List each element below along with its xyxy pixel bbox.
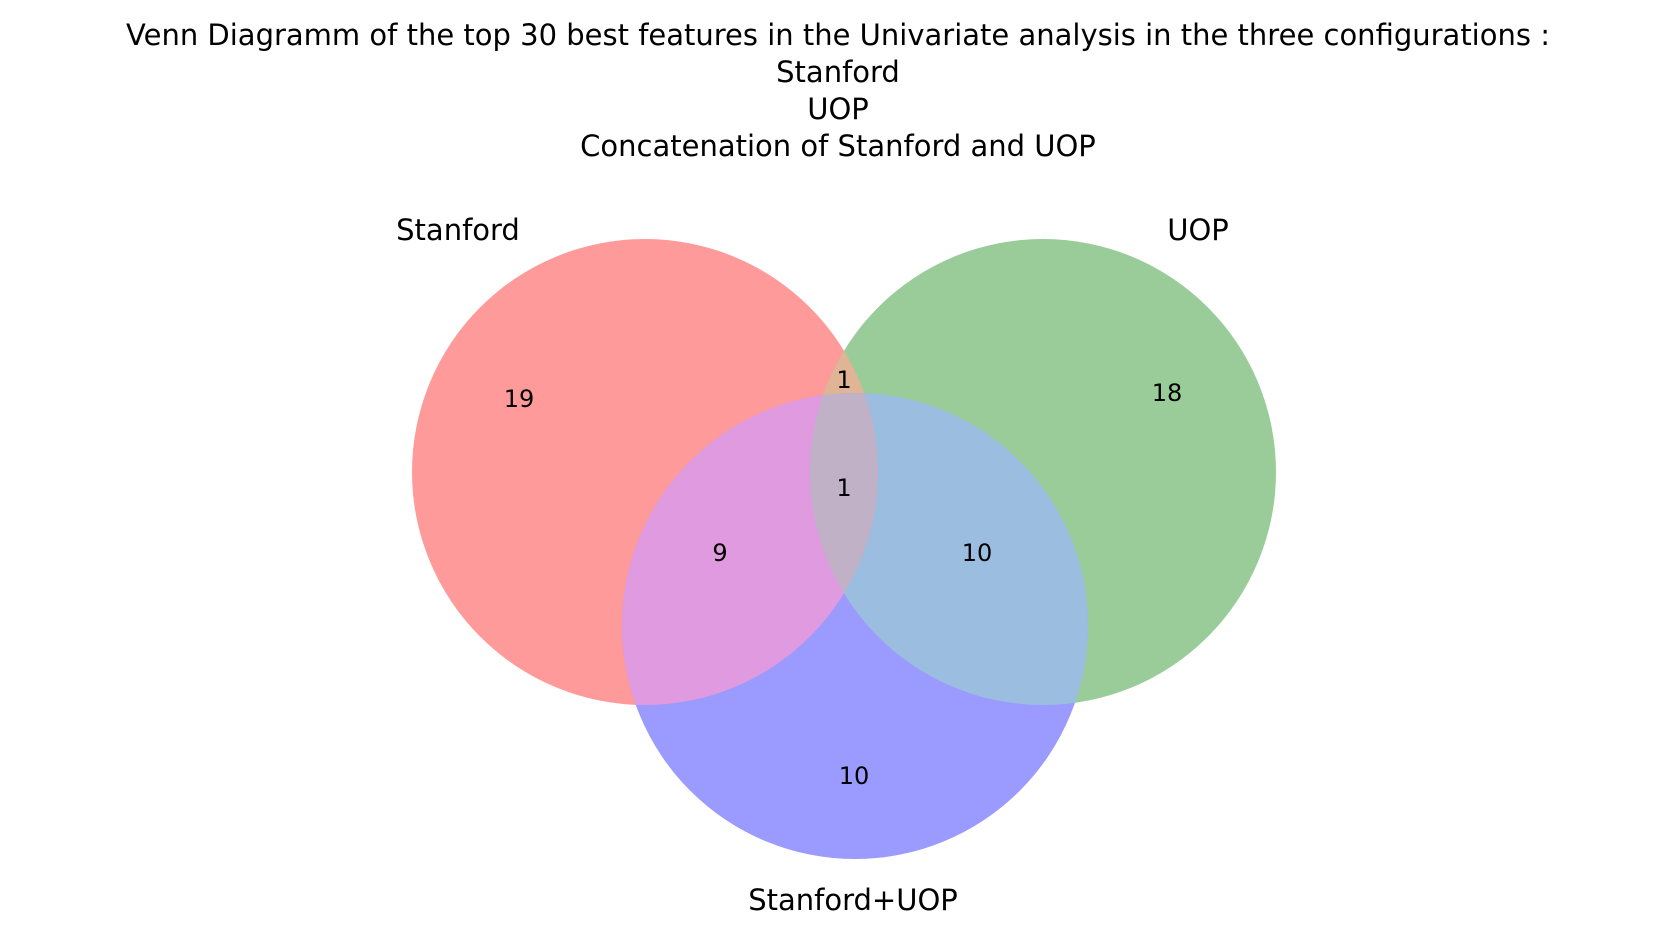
set-label-stanford-uop: Stanford+UOP (748, 883, 958, 917)
count-stanford-and-concat: 9 (712, 539, 727, 567)
count-all-three: 1 (836, 474, 851, 502)
set-label-uop: UOP (1167, 213, 1229, 247)
count-stanford-and-uop: 1 (836, 366, 851, 394)
chart-title: Venn Diagramm of the top 30 best feature… (126, 18, 1550, 163)
count-concat-only: 10 (839, 762, 870, 790)
count-stanford-only: 19 (504, 385, 535, 413)
count-uop-and-concat: 10 (962, 539, 993, 567)
title-line-3: UOP (807, 92, 869, 126)
title-line-2: Stanford (776, 55, 900, 89)
count-uop-only: 18 (1152, 379, 1183, 407)
set-label-stanford: Stanford (396, 213, 520, 247)
title-line-4: Concatenation of Stanford and UOP (580, 129, 1096, 163)
title-line-1: Venn Diagramm of the top 30 best feature… (126, 18, 1550, 52)
